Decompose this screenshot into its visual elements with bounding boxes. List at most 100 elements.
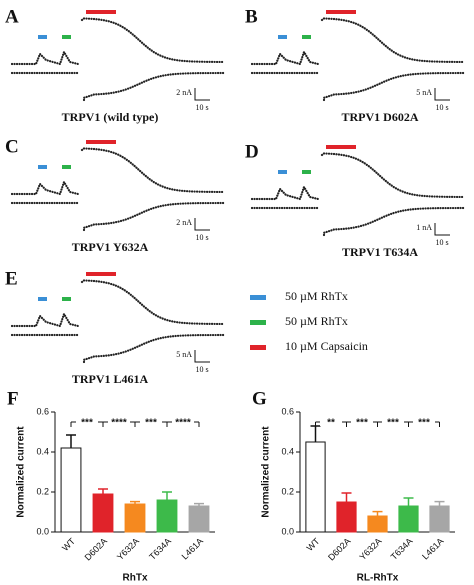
stim-bar (302, 170, 311, 174)
x-tick-label: WT (305, 536, 322, 553)
panel-letter: A (5, 6, 19, 27)
x-tick-label: Y632A (357, 536, 383, 562)
bar (92, 493, 114, 533)
stim-bar (38, 35, 47, 39)
panel-letter: G (252, 388, 267, 409)
x-tick-label: L461A (180, 536, 205, 561)
y-tick-label: 0.4 (36, 446, 49, 456)
trace (82, 71, 226, 102)
scale-bar (194, 218, 210, 231)
x-axis-label: RL-RhTx (357, 573, 399, 584)
panel-letter: C (5, 136, 19, 157)
scale-time: 10 s (195, 103, 208, 112)
bar (156, 499, 178, 533)
caption: TRPV1 (wild type) (62, 110, 159, 124)
stim-bar (278, 35, 287, 39)
scale-time: 10 s (435, 238, 448, 247)
trace (10, 179, 80, 196)
y-axis-label: Normalized current (261, 426, 272, 518)
stim-bar (302, 35, 311, 39)
trace (320, 17, 466, 64)
x-tick-label: D602A (83, 536, 110, 563)
sig-bg (140, 417, 162, 426)
sig-label: *** (418, 418, 430, 429)
trace (320, 152, 466, 199)
legend-label: 50 µM RhTx (285, 289, 348, 303)
y-tick-label: 0.4 (281, 446, 294, 456)
sig-bg (172, 417, 194, 426)
bar (336, 501, 357, 533)
legend-label: 50 µM RhTx (285, 314, 348, 328)
y-tick-label: 0.0 (281, 526, 294, 536)
sig-bg (351, 417, 373, 426)
sig-label: *** (81, 418, 93, 429)
sig-bg (413, 417, 435, 426)
stim-bar (86, 140, 116, 144)
sig-bg (108, 417, 130, 426)
trace (322, 206, 466, 237)
legend-swatch (250, 345, 266, 350)
scale-bar (194, 350, 210, 363)
bar (398, 505, 419, 533)
bar (367, 515, 388, 533)
scale-bar (434, 223, 450, 236)
sig-label: *** (387, 418, 399, 429)
panel-letter: B (245, 6, 258, 27)
trace (10, 49, 80, 66)
x-tick-label: D602A (326, 536, 353, 563)
trace (82, 201, 226, 232)
scale-current: 2 nA (176, 218, 192, 227)
scale-time: 10 s (195, 233, 208, 242)
stim-bar (326, 10, 356, 14)
scale-current: 5 nA (416, 88, 432, 97)
caption: TRPV1 L461A (72, 372, 149, 386)
x-tick-label: L461A (420, 536, 445, 561)
y-axis-label: Normalized current (16, 426, 27, 518)
scale-current: 1 nA (416, 223, 432, 232)
trace (10, 311, 80, 328)
sig-bg (382, 417, 404, 426)
sig-bg (76, 417, 98, 426)
scale-bar (194, 88, 210, 101)
stim-bar (62, 297, 71, 301)
scale-bar (434, 88, 450, 101)
y-tick-label: 0.6 (36, 406, 49, 416)
scale-time: 10 s (435, 103, 448, 112)
stim-bar (278, 170, 287, 174)
trace (250, 49, 320, 66)
y-tick-label: 0.2 (281, 486, 294, 496)
bar (60, 447, 82, 533)
trace (80, 17, 226, 64)
sig-label: **** (175, 418, 191, 429)
scale-current: 5 nA (176, 350, 192, 359)
sig-bg (320, 417, 342, 426)
x-tick-label: T634A (389, 536, 415, 562)
sig-label: *** (145, 418, 157, 429)
trace (80, 147, 226, 194)
scale-current: 2 nA (176, 88, 192, 97)
sig-label: *** (356, 418, 368, 429)
y-tick-label: 0.0 (36, 526, 49, 536)
sig-label: ** (327, 418, 335, 429)
stim-bar (86, 272, 116, 276)
sig-label: **** (111, 418, 127, 429)
bar (305, 441, 326, 533)
x-tick-label: T634A (147, 536, 173, 562)
stim-bar (38, 165, 47, 169)
trace (250, 184, 320, 201)
bar (188, 505, 210, 533)
scale-time: 10 s (195, 365, 208, 374)
panel-letter: E (5, 268, 18, 289)
y-tick-label: 0.2 (36, 486, 49, 496)
stim-bar (38, 297, 47, 301)
caption: TRPV1 Y632A (72, 240, 149, 254)
stim-bar (326, 145, 356, 149)
x-axis-label: RhTx (123, 573, 148, 584)
legend-label: 10 µM Capsaicin (285, 339, 368, 353)
caption: TRPV1 T634A (342, 245, 418, 259)
stim-bar (86, 10, 116, 14)
caption: TRPV1 D602A (342, 110, 419, 124)
trace (80, 279, 226, 326)
